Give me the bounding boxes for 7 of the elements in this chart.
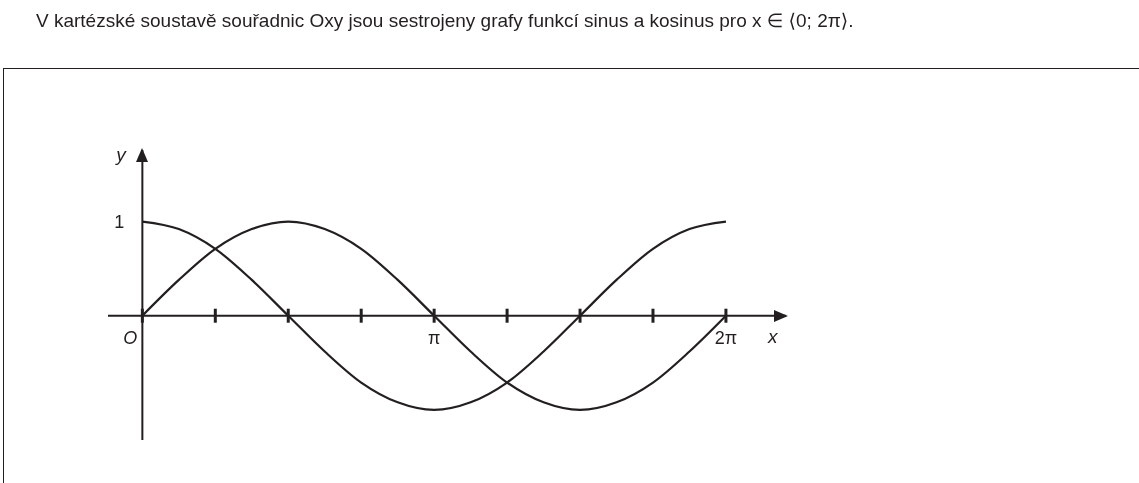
y-axis-title: y [116,144,126,166]
x-tick-label: 2π [714,327,738,348]
x-tick-label: O [123,327,138,348]
x-tick-label: π [427,327,441,348]
annotation: 1 [114,211,125,232]
x-axis-title: x [768,325,778,348]
chart-title: V kartézské soustavě souřadnic Oxy jsou sestrojeny grafy funkcí sinus a kosinus pro x ∈ ⟨0; 2π⟩. [35,9,855,33]
